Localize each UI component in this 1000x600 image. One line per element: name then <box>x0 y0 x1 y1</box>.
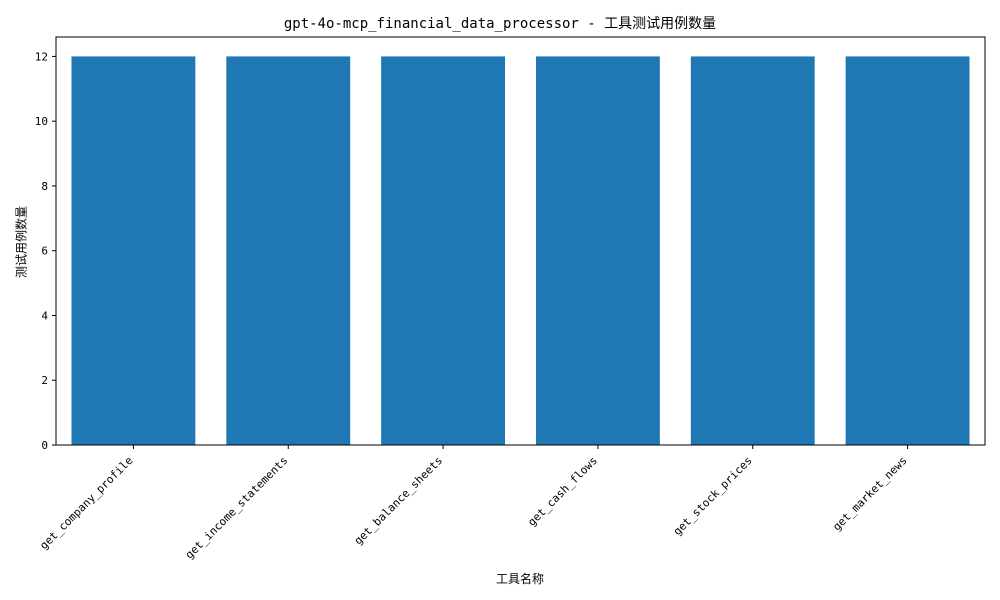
bar <box>71 56 196 446</box>
x-tick-label: get_company_profile <box>37 454 135 552</box>
y-tick-label: 2 <box>41 374 48 387</box>
y-tick-label: 0 <box>41 439 48 452</box>
y-tick-label: 12 <box>35 50 48 63</box>
bar <box>381 56 506 446</box>
y-tick-label: 8 <box>41 180 48 193</box>
y-tick-label: 6 <box>41 245 48 258</box>
x-tick-label: get_income_statements <box>183 454 291 562</box>
bar <box>845 56 970 446</box>
x-tick-label: get_market_news <box>830 454 909 533</box>
chart-title: gpt-4o-mcp_financial_data_processor - 工具… <box>283 16 717 32</box>
bar <box>690 56 815 446</box>
x-tick-label: get_cash_flows <box>525 454 600 529</box>
plot-frame <box>55 36 986 446</box>
y-tick-label: 10 <box>35 115 48 128</box>
x-tick-label: get_balance_sheets <box>352 454 445 547</box>
x-axis-label: 工具名称 <box>495 572 544 586</box>
x-tick-label: get_stock_prices <box>671 454 755 538</box>
y-axis-label: 测试用例数量 <box>14 205 29 279</box>
bar <box>226 56 351 446</box>
bar <box>535 56 660 446</box>
y-tick-label: 4 <box>41 309 48 322</box>
